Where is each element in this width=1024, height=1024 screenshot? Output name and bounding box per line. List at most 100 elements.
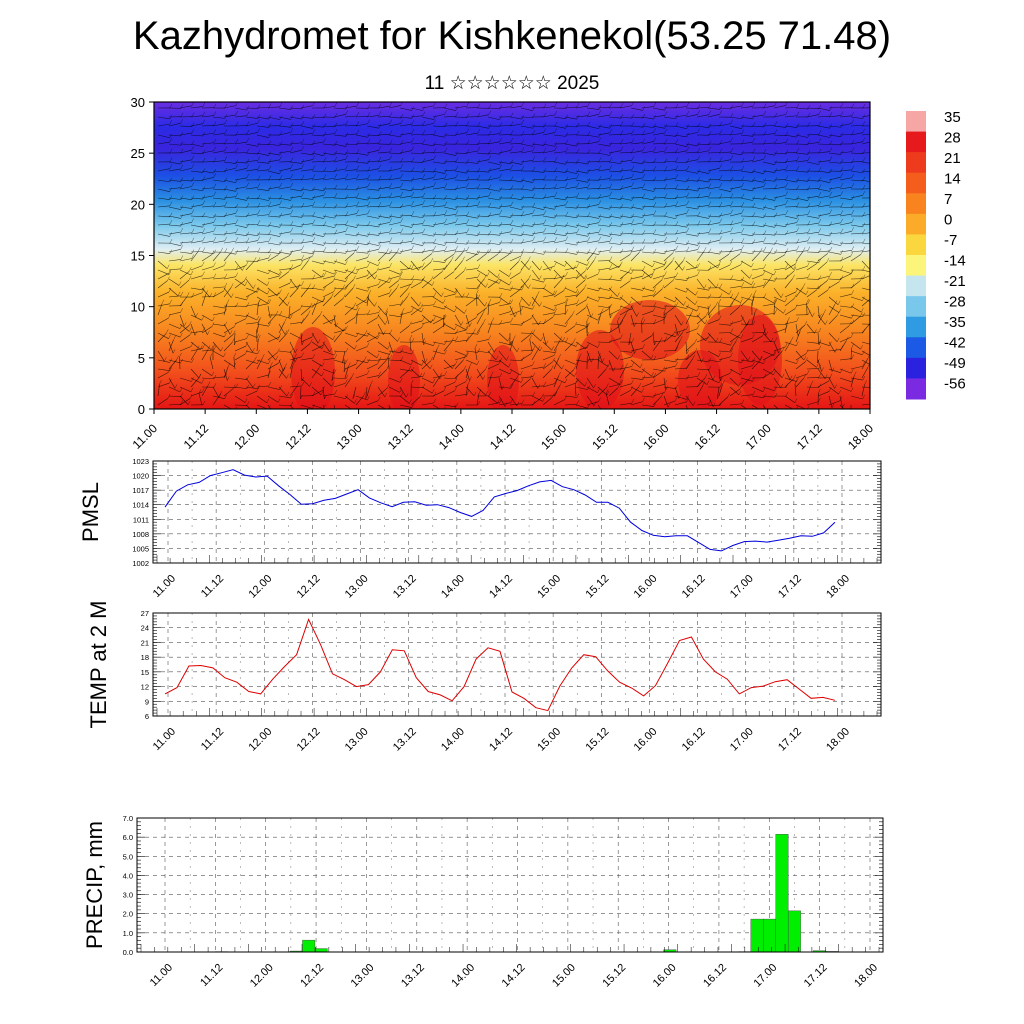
wind-barb-flag bbox=[378, 156, 382, 162]
wind-barb-flag bbox=[759, 248, 763, 253]
wind-barb-flag bbox=[739, 330, 742, 336]
wind-barb bbox=[619, 242, 632, 245]
wind-barb-flag bbox=[244, 398, 248, 403]
y-tick-label: 18 bbox=[141, 653, 149, 662]
wind-barb bbox=[663, 116, 676, 120]
wind-barb-flag bbox=[425, 358, 428, 363]
wind-barb-flag bbox=[377, 261, 381, 266]
wind-barb-flag bbox=[730, 341, 733, 346]
wind-barb-flag bbox=[763, 281, 766, 286]
wind-barb bbox=[575, 299, 587, 307]
wind-barb bbox=[520, 179, 533, 183]
wind-barb bbox=[498, 332, 509, 342]
wind-barb-flag bbox=[224, 372, 228, 377]
wind-barb-flag bbox=[551, 346, 554, 351]
wind-barb-flag bbox=[312, 274, 316, 279]
wind-barb-flag bbox=[575, 288, 579, 293]
wind-barb-flag bbox=[719, 376, 723, 382]
wind-barb-flag bbox=[289, 278, 293, 284]
wind-barb-flag bbox=[290, 196, 293, 201]
wind-barb-flag bbox=[169, 148, 173, 154]
wind-barb-flag bbox=[631, 121, 635, 127]
wind-barb-flag bbox=[862, 246, 866, 251]
wind-barb-flag bbox=[331, 319, 334, 324]
wind-barb-flag bbox=[433, 119, 436, 124]
wind-barb-flag bbox=[554, 175, 558, 181]
wind-barb bbox=[388, 222, 401, 226]
wind-barb-flag bbox=[620, 195, 624, 200]
wind-barb-flag bbox=[565, 200, 569, 205]
wind-barb bbox=[311, 188, 324, 191]
precip-bar bbox=[763, 918, 776, 953]
wind-barb bbox=[575, 206, 588, 209]
wind-barb-flag bbox=[686, 395, 689, 400]
wind-barb-flag bbox=[694, 338, 698, 343]
wind-barb bbox=[542, 312, 555, 316]
wind-barb bbox=[256, 134, 269, 138]
wind-barb-flag bbox=[357, 307, 360, 313]
wind-barb-flag bbox=[201, 261, 205, 266]
wind-barb bbox=[421, 386, 433, 394]
wind-barb-flag bbox=[741, 218, 744, 223]
wind-barb bbox=[608, 134, 622, 136]
colorbar-label: -35 bbox=[944, 314, 966, 331]
wind-barb-flag bbox=[220, 247, 223, 252]
wind-barb bbox=[223, 105, 236, 109]
wind-barb-flag bbox=[829, 187, 832, 192]
wind-barb bbox=[388, 332, 398, 342]
wind-barb-flag bbox=[573, 265, 576, 270]
wind-barb bbox=[630, 215, 643, 218]
wind-barb-flag bbox=[245, 349, 248, 355]
wind-barb-flag bbox=[462, 356, 466, 361]
wind-barb bbox=[234, 314, 247, 317]
wind-barb bbox=[608, 170, 621, 173]
wind-barb-flag bbox=[816, 285, 819, 290]
wind-barb-flag bbox=[433, 155, 436, 160]
wind-barb bbox=[223, 368, 228, 381]
wind-barb bbox=[707, 305, 710, 318]
wind-barb bbox=[333, 269, 346, 274]
wind-barb bbox=[487, 213, 500, 217]
wind-barb-flag bbox=[620, 139, 624, 144]
wind-barb bbox=[597, 215, 610, 219]
wind-barb bbox=[828, 341, 836, 353]
wind-barb bbox=[234, 177, 247, 181]
wind-barb-flag bbox=[411, 120, 415, 125]
wind-barb bbox=[575, 186, 588, 190]
wind-barb bbox=[630, 177, 643, 181]
y-tick-label: 21 bbox=[141, 638, 149, 647]
wind-barb-flag bbox=[482, 309, 486, 314]
wind-barb-flag bbox=[488, 191, 492, 197]
wind-barb bbox=[531, 395, 543, 402]
wind-barb bbox=[168, 134, 181, 137]
wind-barb bbox=[157, 350, 165, 362]
wind-barb-flag bbox=[729, 260, 733, 266]
wind-barb bbox=[663, 142, 676, 145]
wind-barb-flag bbox=[532, 202, 536, 207]
wind-barb-flag bbox=[576, 169, 579, 174]
wind-barb bbox=[520, 378, 531, 388]
wind-barb-flag bbox=[664, 388, 667, 393]
wind-barb bbox=[344, 115, 357, 118]
wind-barb-flag bbox=[818, 167, 822, 172]
wind-barb-flag bbox=[411, 264, 415, 269]
panel-frame bbox=[152, 612, 882, 717]
colorbar-swatch bbox=[906, 193, 926, 215]
wind-barb bbox=[421, 350, 426, 363]
wind-barb bbox=[597, 359, 609, 367]
wind-barb bbox=[234, 115, 247, 118]
wind-barb-flag bbox=[510, 227, 514, 232]
wind-barb bbox=[432, 143, 445, 146]
wind-barb bbox=[619, 350, 632, 353]
wind-barb-flag bbox=[269, 313, 273, 318]
wind-barb-flag bbox=[419, 372, 423, 378]
wind-barb bbox=[476, 307, 487, 316]
wind-barb bbox=[740, 179, 753, 182]
wind-barb bbox=[630, 125, 643, 128]
wind-barb-flag bbox=[213, 103, 217, 108]
wind-barb-flag bbox=[692, 401, 696, 406]
wind-barb-flag bbox=[301, 104, 305, 110]
wind-barb-flag bbox=[543, 156, 547, 161]
wind-barb-flag bbox=[834, 348, 838, 353]
wind-barb bbox=[861, 296, 870, 303]
